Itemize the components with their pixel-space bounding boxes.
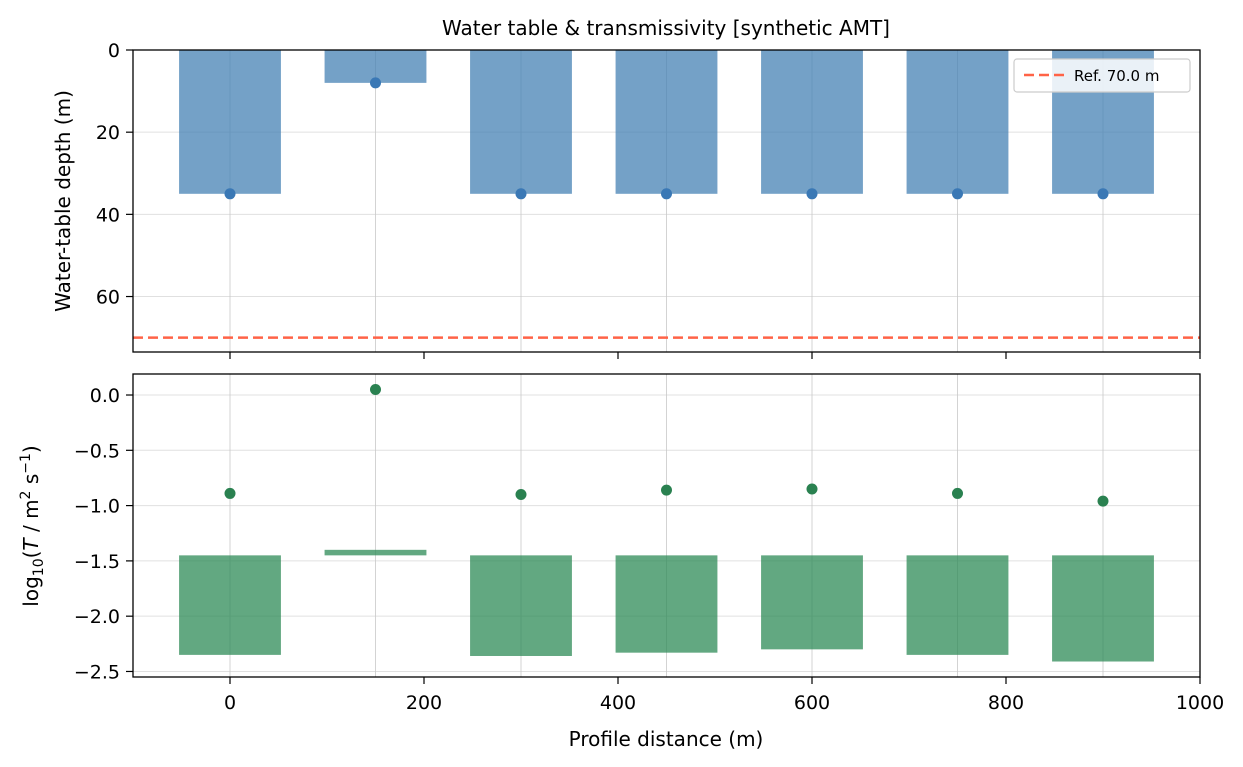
bottom-ytick-label: −1.5 [74, 551, 120, 573]
bottom-ytick-label: −0.5 [74, 440, 120, 462]
transmissivity-bar [761, 555, 863, 650]
bottom-xtick-label: 0 [224, 692, 236, 714]
transmissivity-bar [1052, 555, 1154, 662]
top-ytick-label: 60 [96, 287, 120, 309]
bottom-xtick-label: 200 [406, 692, 442, 714]
transmissivity-point [370, 383, 381, 395]
bottom-xtick-label: 1000 [1176, 692, 1224, 714]
transmissivity-point [806, 483, 818, 495]
depth-point [1097, 188, 1109, 200]
bottom-plot-frame [132, 373, 1201, 678]
depth-bar [179, 50, 281, 194]
bottom-xtick-label: 600 [794, 692, 830, 714]
chart-title: Water table & transmissivity [synthetic … [442, 16, 890, 40]
depth-bar [615, 50, 718, 194]
bottom-ytick-label: 0.0 [90, 385, 120, 407]
top-ytick-label: 0 [108, 40, 120, 62]
transmissivity-bar [470, 555, 572, 656]
transmissivity-point [1097, 495, 1109, 507]
transmissivity-bar [906, 555, 1009, 655]
bottom-bars [179, 549, 1154, 662]
transmissivity-bar [324, 549, 427, 556]
depth-point [224, 188, 236, 200]
depth-point [515, 188, 527, 200]
transmissivity-point [661, 484, 672, 496]
legend-label: Ref. 70.0 m [1074, 67, 1159, 85]
top-y-axis-label: Water-table depth (m) [51, 90, 75, 312]
bottom-xtick-label: 800 [988, 692, 1024, 714]
top-ytick-label: 20 [96, 122, 120, 144]
depth-point [661, 188, 672, 200]
top-ytick-label: 40 [96, 204, 120, 226]
bottom-ytick-label: −2.5 [74, 661, 120, 683]
top-ticks: 0 20 40 60 [96, 40, 1201, 359]
transmissivity-point [952, 487, 963, 499]
depth-point [952, 188, 963, 200]
depth-point [806, 188, 818, 200]
bottom-ytick-label: −2.0 [74, 606, 120, 628]
transmissivity-point [224, 487, 236, 499]
legend: Ref. 70.0 m [1013, 58, 1191, 93]
depth-bar [761, 50, 863, 194]
transmissivity-bar [179, 555, 281, 655]
bottom-ytick-label: −1.0 [74, 496, 120, 518]
x-axis-label: Profile distance (m) [569, 727, 764, 751]
transmissivity-point [515, 489, 527, 501]
depth-bar [906, 50, 1009, 194]
top-plot-frame [132, 49, 1201, 353]
transmissivity-bar [615, 555, 718, 653]
depth-bar [470, 50, 572, 194]
top-points [224, 77, 1109, 200]
legend-frame [1013, 58, 1191, 93]
depth-point [370, 77, 381, 89]
bottom-points [224, 383, 1109, 507]
top-bars [179, 50, 1154, 194]
bottom-xtick-label: 400 [600, 692, 636, 714]
bottom-ticks: 0.0 −0.5 −1.0 −1.5 −2.0 −2.5 0 200 400 600 800 1000 [74, 385, 1224, 714]
